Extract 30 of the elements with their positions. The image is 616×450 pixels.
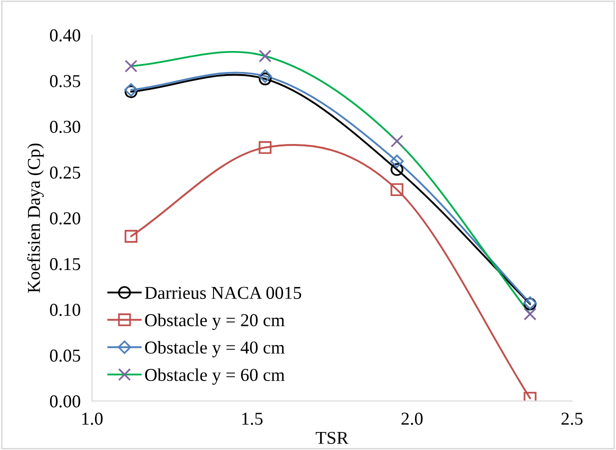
point <box>124 230 138 243</box>
legend-label: Darrieus NACA 0015 <box>144 286 302 299</box>
x-axis-title: TSR <box>316 432 349 444</box>
point <box>124 60 138 72</box>
y-tick-label: 0.30 <box>50 120 80 134</box>
x-tick-label: 1.5 <box>242 412 263 425</box>
point <box>524 308 536 320</box>
y-tick-label: 0.40 <box>50 29 80 42</box>
y-tick-label: 0.35 <box>50 75 80 88</box>
point <box>390 163 404 176</box>
point <box>258 72 272 86</box>
legend-label: Obstacle y = 20 cm <box>145 314 285 330</box>
legend-label: Obstacle y = 40 cm <box>145 340 285 358</box>
y-tick-label: 0.10 <box>50 304 80 316</box>
point <box>258 141 272 154</box>
point <box>258 69 272 83</box>
y-axis-title: Koefisien Daya (Cp) <box>27 144 44 293</box>
point <box>258 50 272 62</box>
y-tick-label: 0.15 <box>50 258 80 270</box>
point <box>390 134 404 148</box>
y-tick-label: 0.25 <box>50 166 80 179</box>
point <box>390 183 404 196</box>
point <box>390 154 404 168</box>
y-tick-label: 0.05 <box>50 350 80 362</box>
y-tick-label: 0.20 <box>50 212 80 225</box>
x-tick-label: 1.0 <box>82 412 103 425</box>
x-tick-label: 2.0 <box>402 412 423 425</box>
x-tick-label: 2.5 <box>562 412 583 425</box>
legend-label: Obstacle y = 60 cm <box>145 368 285 385</box>
y-tick-label: 0.00 <box>50 395 80 408</box>
